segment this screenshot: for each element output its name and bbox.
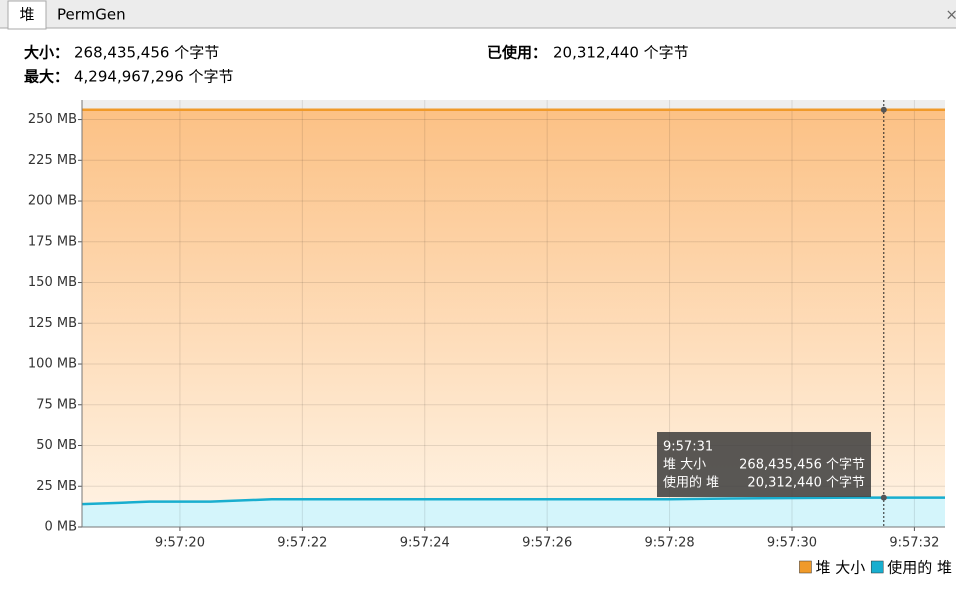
tooltip	[657, 432, 871, 497]
legend-label: 使用的 堆	[887, 559, 952, 577]
y-tick-label: 0 MB	[44, 520, 77, 535]
info-value: 4,294,967,296 个字节	[74, 68, 234, 86]
info-value: 20,312,440 个字节	[553, 44, 689, 62]
area-fill	[82, 497, 945, 527]
y-tick-label: 125 MB	[28, 316, 77, 331]
y-tick-label: 175 MB	[28, 234, 77, 249]
y-tick-label: 200 MB	[28, 194, 77, 209]
y-tick-label: 100 MB	[28, 357, 77, 372]
close-button[interactable]: ×	[945, 6, 956, 24]
tooltip-label: 使用的 堆	[663, 475, 719, 491]
tooltip-value: 268,435,456 个字节	[739, 458, 865, 473]
cursor-dot	[880, 106, 887, 113]
x-tick-label: 9:57:30	[767, 536, 817, 551]
y-tick-label: 25 MB	[36, 479, 77, 494]
tab-label[interactable]: 堆	[19, 6, 34, 24]
series-line	[81, 496, 945, 506]
tab-label[interactable]: PermGen	[57, 6, 126, 24]
x-tick-label: 9:57:32	[889, 536, 939, 551]
info-label: 已使用：	[487, 44, 547, 62]
info-value: 268,435,456 个字节	[74, 44, 219, 62]
tooltip-label: 堆 大小	[663, 458, 706, 473]
y-tick-label: 225 MB	[28, 153, 77, 168]
legend-swatch	[799, 560, 812, 574]
x-tick-label: 9:57:20	[155, 536, 205, 551]
y-tick-label: 75 MB	[36, 397, 77, 412]
x-tick-label: 9:57:28	[645, 536, 695, 551]
y-tick-label: 50 MB	[36, 438, 77, 453]
tooltip-time: 9:57:31	[663, 440, 713, 455]
tab[interactable]	[7, 0, 47, 30]
x-tick-label: 9:57:26	[522, 536, 572, 551]
legend-swatch	[870, 560, 884, 574]
legend-label: 堆 大小	[815, 559, 865, 577]
y-tick-label: 250 MB	[28, 112, 77, 127]
y-tick-label: 150 MB	[28, 275, 77, 290]
info-label: 最大：	[24, 68, 69, 86]
x-tick-label: 9:57:24	[400, 536, 450, 551]
tab-bar	[0, 0, 956, 28]
cursor-dot	[880, 494, 887, 501]
info-label: 大小：	[24, 44, 69, 62]
x-tick-label: 9:57:22	[277, 536, 327, 551]
tooltip-value: 20,312,440 个字节	[747, 476, 865, 491]
area-fill	[82, 109, 945, 527]
